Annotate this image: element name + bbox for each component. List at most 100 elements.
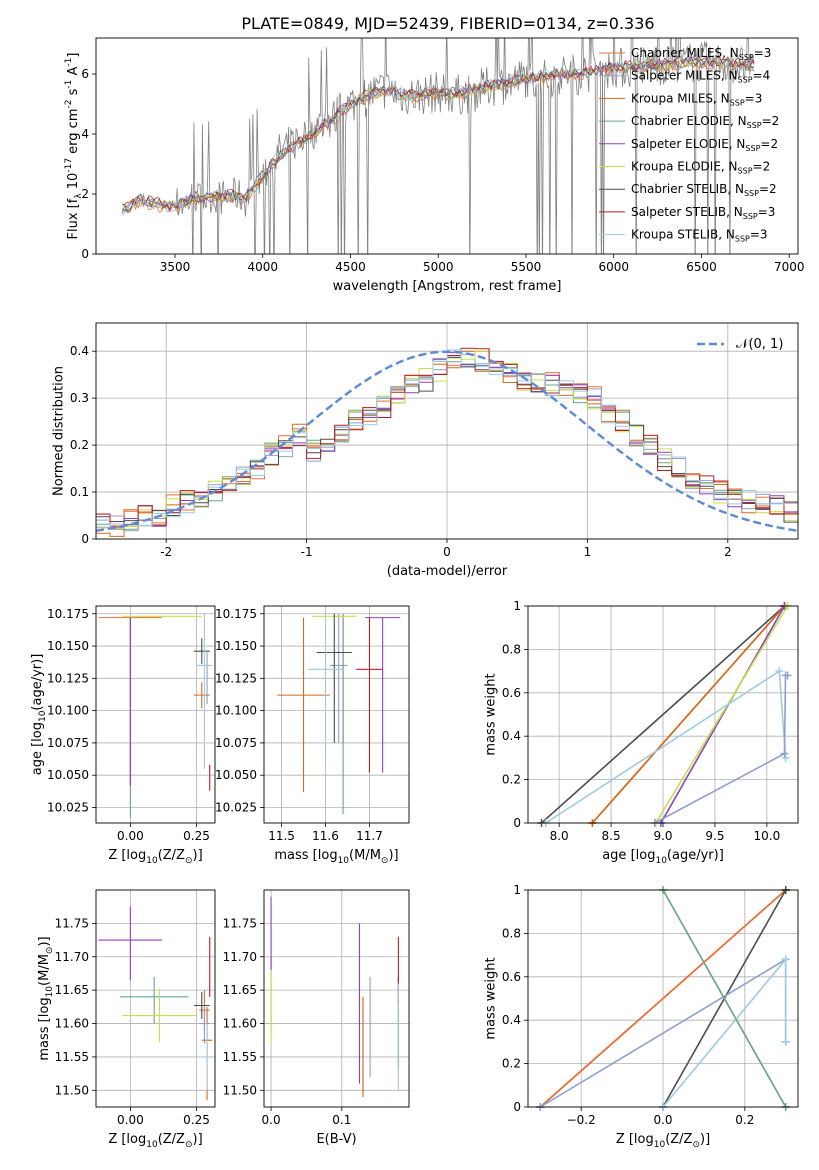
y-tick-label: 10.100 xyxy=(47,704,89,718)
y-tick-label: 0.8 xyxy=(502,926,521,940)
x-tick-label: 6000 xyxy=(598,260,629,274)
x-axis-label: Z [log10(Z/Z⊙)] xyxy=(108,1132,202,1150)
spectrum-model-line xyxy=(122,54,755,210)
y-tick-label: 0.6 xyxy=(502,686,521,700)
x-tick-label: 8.5 xyxy=(602,829,621,843)
x-tick-label: 0.25 xyxy=(183,1113,210,1127)
residuals-content xyxy=(96,347,798,537)
y-tick-label: 11.65 xyxy=(223,983,257,997)
axes-frame xyxy=(95,322,799,540)
x-tick-label: 10.0 xyxy=(753,829,780,843)
y-axis-label: Flux [fλ 10-17 erg cm-2 s-1 A-1] xyxy=(64,53,84,240)
mass-weight-marker xyxy=(781,955,790,964)
residuals-panel: -2 -1 0 1 2 0 0.1 0.2 0.3 0.4 (data-model)/error No… xyxy=(51,322,799,579)
y-tick-label: 0 xyxy=(513,816,521,830)
x-tick-label: 0.1 xyxy=(332,1113,351,1127)
panels: 3500 4000 4500 5000 5500 6000 6500 7000 0 2 4 6 wave… xyxy=(30,37,805,1150)
legend-label: Kroupa MILES, NSSP=3 xyxy=(631,91,762,107)
y-tick-label: 0.8 xyxy=(502,642,521,656)
x-axis-label: Z [log10(Z/Z⊙)] xyxy=(616,1132,710,1150)
y-tick-label: 1 xyxy=(513,599,521,613)
x-tick-label: 11.7 xyxy=(356,829,383,843)
legend-label: Chabrier STELIB, NSSP=2 xyxy=(631,182,777,198)
spectrum-panel: 3500 4000 4500 5000 5500 6000 6500 7000 0 2 4 6 wave… xyxy=(64,37,805,294)
x-axis-label: (data-model)/error xyxy=(387,564,508,579)
y-tick-label: 11.60 xyxy=(223,1017,257,1031)
error-bar-point xyxy=(199,1003,210,1044)
mass-vs-ebv-panel: 0.0 0.1 11.50 11.55 11.60 11.65 11.70 11.75 E(B-… xyxy=(223,889,410,1147)
axes-frame xyxy=(95,889,216,1108)
errorbar-content xyxy=(98,906,213,1101)
y-axis-label: Normed distribution xyxy=(51,366,66,496)
spectrum-content xyxy=(121,38,755,254)
y-tick-label: 11.50 xyxy=(223,1083,257,1097)
y-tick-label: 11.70 xyxy=(223,950,257,964)
error-bar-point xyxy=(277,617,330,792)
y-axis-label: age [log10(age/yr)] xyxy=(30,654,48,776)
y-tick-label: 11.75 xyxy=(55,916,89,930)
error-bar-point xyxy=(193,992,210,1019)
x-tick-label: 2 xyxy=(724,545,732,559)
y-tick-label: 0 xyxy=(81,532,89,546)
x-tick-label: 4000 xyxy=(247,260,278,274)
error-bar-point xyxy=(98,906,163,981)
x-tick-label: 0.00 xyxy=(117,1113,144,1127)
age-vs-Z-panel: 0.00 0.25 10.025 10.050 10.075 10.100 10.125 10… xyxy=(30,605,216,866)
mass-weight-line xyxy=(654,674,788,824)
y-tick-label: 10.050 xyxy=(215,768,257,782)
y-tick-label: 2 xyxy=(81,187,89,201)
y-tick-label: 4 xyxy=(81,127,89,141)
y-tick-label: 11.70 xyxy=(55,950,89,964)
error-bar-point xyxy=(193,682,210,709)
x-tick-label: 0.00 xyxy=(117,829,144,843)
y-tick-label: 10.125 xyxy=(47,671,89,685)
x-axis-label: E(B-V) xyxy=(316,1132,356,1147)
legend-label: Salpeter ELODIE, NSSP=2 xyxy=(631,137,778,153)
y-tick-label: 0.1 xyxy=(70,485,89,499)
x-tick-label: 6500 xyxy=(686,260,717,274)
x-tick-label: 0.0 xyxy=(262,1113,281,1127)
mass-weight-line xyxy=(655,605,789,824)
errorbar-content xyxy=(98,613,213,818)
legend-label: Chabrier MILES, NSSP=3 xyxy=(631,46,771,62)
x-axis-label: age [log10(age/yr)] xyxy=(602,848,724,866)
x-axis-label: Z [log10(Z/Z⊙)] xyxy=(108,848,202,866)
x-tick-label: 7000 xyxy=(774,260,805,274)
error-bar-point xyxy=(356,617,383,773)
x-tick-label: 5500 xyxy=(511,260,542,274)
age-vs-mass-panel: 11.5 11.6 11.7 10.025 10.050 10.075 10.100 10.1… xyxy=(215,605,410,866)
x-tick-label: 1 xyxy=(584,545,592,559)
y-tick-label: 0.2 xyxy=(502,1057,521,1071)
mass-weight-line xyxy=(591,605,786,824)
y-tick-label: 10.175 xyxy=(215,607,257,621)
x-tick-label: −0.2 xyxy=(567,1113,596,1127)
y-tick-label: 0 xyxy=(513,1100,521,1114)
mass-weight-marker xyxy=(783,671,792,680)
y-tick-label: 10.075 xyxy=(47,736,89,750)
y-tick-label: 10.175 xyxy=(47,607,89,621)
y-tick-label: 11.60 xyxy=(55,1017,89,1031)
y-tick-label: 0.2 xyxy=(70,438,89,452)
error-bar-point xyxy=(193,638,210,665)
x-tick-label: 11.5 xyxy=(268,829,295,843)
error-bar-point xyxy=(201,1023,213,1091)
errorbar-content xyxy=(277,613,401,814)
x-tick-label: 5000 xyxy=(423,260,454,274)
y-tick-label: 11.55 xyxy=(55,1050,89,1064)
x-tick-label: -1 xyxy=(301,545,313,559)
y-axis-label: mass [log10(M/M⊙)] xyxy=(37,936,55,1060)
y-tick-label: 0.2 xyxy=(502,773,521,787)
x-tick-label: 8.0 xyxy=(550,829,569,843)
mass-weight-marker xyxy=(780,749,789,758)
x-tick-label: 11.6 xyxy=(312,829,339,843)
y-axis-label: mass weight xyxy=(483,957,498,1039)
mass-vs-Z-panel: 0.00 0.25 11.50 11.55 11.60 11.65 11.70 11.75 Z … xyxy=(37,889,216,1150)
legend-label: Salpeter MILES, NSSP=4 xyxy=(631,69,770,85)
x-tick-label: 0.25 xyxy=(183,829,210,843)
spectrum-model-line xyxy=(121,56,755,213)
y-tick-label: 10.050 xyxy=(47,768,89,782)
y-tick-label: 11.65 xyxy=(55,983,89,997)
axes-frame xyxy=(527,605,799,824)
x-tick-label: 0 xyxy=(443,545,451,559)
mass-weight-vs-age-panel: 8.0 8.5 9.0 9.5 10.0 0 0.2 0.4 0.6 0.8 1 age [log10… xyxy=(483,599,799,866)
